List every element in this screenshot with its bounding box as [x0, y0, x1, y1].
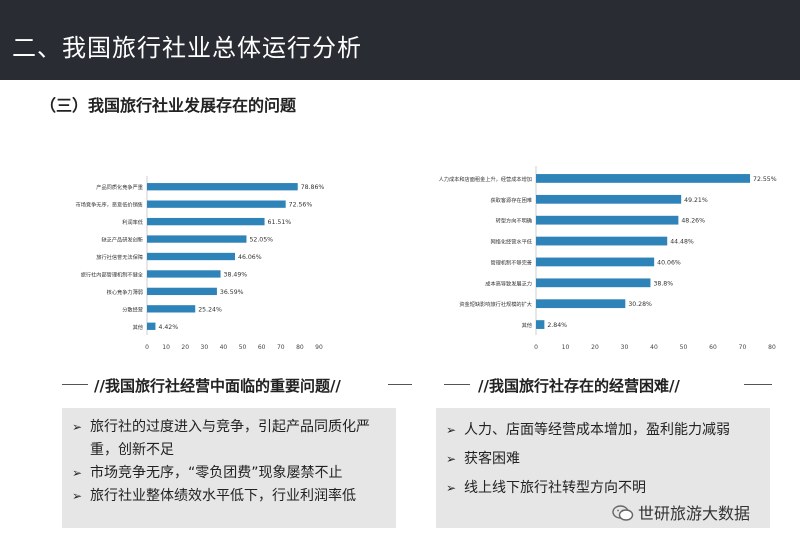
chart-right: 人力成本和店面租金上升，经营成本增加 72.55% 获取客源存在困难 49.21% 转型… — [439, 166, 777, 351]
category-label: 其他 — [522, 321, 532, 329]
category-label: 成本高导致发展乏力 — [485, 279, 532, 287]
tick-label: 10 — [562, 344, 570, 351]
left-title-rule-right — [388, 384, 412, 385]
tick-label: 80 — [296, 344, 304, 351]
category-label: 利润率低 — [122, 218, 144, 226]
arrow-bullet-icon: ➢ — [72, 420, 83, 434]
category-label: 核心竞争力薄弱 — [107, 288, 143, 296]
tick-label: 90 — [315, 344, 323, 351]
data-label: 46.06% — [238, 254, 262, 261]
tick-label: 60 — [258, 344, 266, 351]
bar — [536, 278, 651, 288]
watermark-text: 世研旅游大数据 — [638, 504, 751, 523]
bar — [147, 183, 298, 191]
tick-label: 70 — [277, 344, 285, 351]
category-label: 获取客源存在困难 — [490, 196, 532, 204]
tick-label: 80 — [768, 344, 776, 351]
arrow-bullet-icon: ➢ — [446, 423, 457, 437]
data-label: 30.28% — [628, 301, 652, 308]
bar — [536, 174, 751, 183]
data-label: 2.84% — [547, 322, 567, 329]
left-bullet-box: ➢ 旅行社的过度进入与竞争，引起产品同质化严重，创新不足 ➢ 市场竞争无序，“零负团… — [62, 408, 396, 528]
tick-label: 50 — [680, 344, 688, 351]
data-label: 72.56% — [289, 202, 313, 209]
page-title: 二、我国旅行社业总体运行分析 — [12, 34, 362, 62]
data-label: 44.48% — [670, 239, 694, 246]
right-title-rule-left — [444, 384, 470, 385]
tick-label: 70 — [739, 344, 747, 351]
category-label: 资金短缺影响旅行社规模的扩大 — [459, 300, 532, 308]
bar — [147, 270, 221, 278]
arrow-bullet-icon: ➢ — [446, 481, 457, 495]
left-section-title: //我国旅行社经营中面临的重要问题// — [94, 377, 341, 395]
bar — [147, 252, 236, 261]
data-label: 48.26% — [681, 218, 705, 225]
right-bullet-item: ➢ 人力、店面等经营成本增加，盈利能力减弱 — [446, 416, 760, 445]
bar — [147, 287, 217, 296]
tick-label: 10 — [162, 344, 170, 351]
category-label: 其他 — [133, 323, 143, 331]
wechat-icon — [612, 505, 634, 521]
left-bullet-item: ➢ 旅行社业整体绩效水平低下，行业利润率低 — [72, 485, 386, 508]
data-label: 38.8% — [653, 280, 673, 287]
right-section-title: //我国旅行社存在的经营困难// — [478, 377, 680, 395]
bar — [147, 235, 247, 243]
right-bullet-item: ➢ 获客困难 — [446, 445, 760, 474]
right-bullet-box: ➢ 人力、店面等经营成本增加，盈利能力减弱 ➢ 获客困难 ➢ 线上线下旅行社转型方向不… — [436, 408, 770, 528]
data-label: 61.51% — [268, 219, 292, 226]
tick-label: 30 — [621, 344, 629, 351]
category-label: 人力成本和店面租金上升，经营成本增加 — [439, 175, 532, 183]
bar — [147, 305, 196, 313]
header-bar: 二、我国旅行社业总体运行分析 — [0, 0, 800, 80]
section-subtitle: （三）我国旅行社业发展存在的问题 — [40, 96, 297, 115]
category-label: 网络化经营水平低 — [490, 238, 532, 246]
data-label: 52.05% — [249, 237, 273, 244]
bar — [536, 236, 668, 246]
category-label: 转型方向不明确 — [496, 217, 532, 225]
bar — [147, 217, 265, 226]
category-label: 分散经营 — [122, 305, 143, 313]
data-label: 38.49% — [224, 271, 248, 278]
left-title-rule-left — [62, 384, 88, 385]
data-label: 78.86% — [301, 184, 325, 191]
data-label: 49.21% — [684, 197, 708, 204]
tick-label: 40 — [650, 344, 658, 351]
category-label: 旅行社信誉无法保障 — [96, 253, 143, 261]
bar — [147, 200, 286, 208]
tick-label: 40 — [220, 344, 228, 351]
data-label: 36.59% — [220, 289, 244, 296]
bar — [147, 322, 156, 330]
category-label: 市场竞争无序，恶意低价销售 — [76, 201, 143, 209]
data-label: 40.06% — [657, 259, 681, 266]
bar — [536, 299, 626, 309]
bar — [536, 215, 679, 225]
category-label: 产品同质化竞争严重 — [96, 183, 143, 191]
right-title-rule-right — [744, 384, 772, 385]
arrow-bullet-icon: ➢ — [446, 452, 457, 466]
left-bullet-item: ➢ 旅行社的过度进入与竞争，引起产品同质化严重，创新不足 — [72, 416, 386, 462]
category-label: 旅行社内部管理机制不健全 — [81, 270, 144, 278]
category-label: 管理机制不够完善 — [490, 258, 532, 266]
bar — [536, 194, 682, 204]
right-bullet-item: ➢ 线上线下旅行社转型方向不明 — [446, 474, 760, 503]
arrow-bullet-icon: ➢ — [72, 466, 83, 480]
tick-label: 30 — [201, 344, 209, 351]
tick-label: 20 — [591, 344, 599, 351]
tick-label: 0 — [145, 344, 149, 351]
watermark: 世研旅游大数据 — [612, 500, 750, 524]
category-label: 缺乏产品研发创新 — [101, 236, 143, 244]
data-label: 25.24% — [198, 306, 222, 313]
data-label: 72.55% — [753, 176, 777, 183]
left-bullet-item: ➢ 市场竞争无序，“零负团费”现象屡禁不止 — [72, 462, 386, 485]
tick-label: 20 — [181, 344, 189, 351]
bar — [536, 257, 655, 267]
tick-label: 50 — [239, 344, 247, 351]
chart-left: 产品同质化竞争严重 78.86% 市场竞争无序，恶意低价销售 72.56% 利润率低 61… — [76, 176, 325, 351]
bar — [536, 320, 545, 329]
arrow-bullet-icon: ➢ — [72, 489, 83, 503]
tick-label: 60 — [709, 344, 717, 351]
tick-label: 0 — [534, 344, 538, 351]
data-label: 4.42% — [158, 324, 178, 331]
